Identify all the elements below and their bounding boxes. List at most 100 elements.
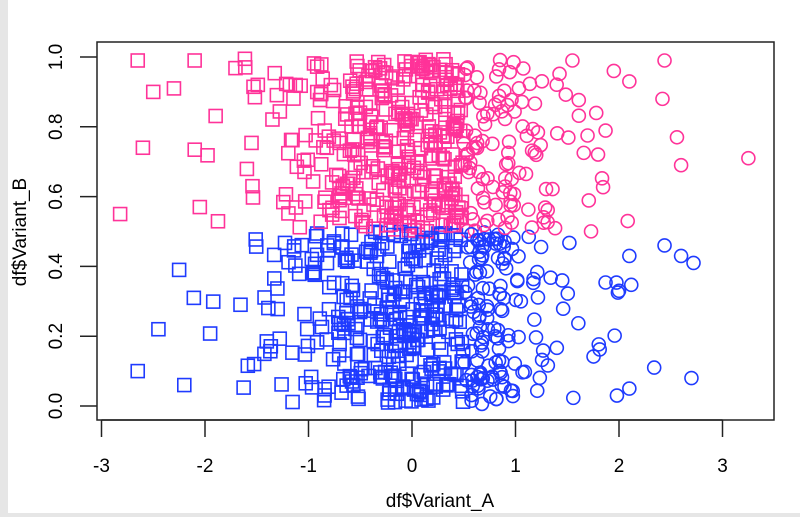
circle-marker (528, 330, 544, 345)
y-tick-label: 0.2 (46, 323, 67, 349)
square-marker (200, 148, 215, 163)
circle-marker (474, 248, 490, 263)
square-marker (187, 142, 203, 157)
circle-marker (522, 76, 538, 92)
square-marker (208, 108, 223, 124)
circle-marker (493, 278, 508, 294)
square-marker (373, 78, 389, 93)
square-marker (246, 79, 261, 95)
square-marker (233, 297, 248, 313)
circle-marker (521, 202, 536, 217)
square-marker (307, 256, 323, 272)
square-marker (239, 161, 255, 177)
circle-marker (576, 145, 592, 161)
square-marker (444, 264, 459, 279)
square-marker (381, 349, 397, 365)
square-marker (331, 347, 347, 363)
square-marker (370, 161, 386, 176)
circle-marker (741, 150, 756, 166)
circle-marker (473, 85, 488, 101)
square-marker (339, 292, 355, 308)
square-marker (419, 207, 435, 223)
square-marker (291, 266, 307, 282)
circle-marker (475, 133, 490, 149)
circle-marker (669, 129, 685, 145)
square-marker (395, 294, 411, 309)
circle-marker (462, 160, 478, 176)
square-marker (347, 160, 363, 176)
x-tick-label: 3 (717, 456, 728, 477)
circle-marker (590, 147, 606, 162)
square-marker (166, 81, 182, 96)
square-marker (205, 294, 221, 309)
square-marker (440, 129, 455, 145)
circle-marker (622, 248, 637, 264)
square-marker (330, 309, 346, 325)
square-marker (228, 60, 243, 76)
circle-marker (470, 290, 486, 306)
circle-marker (532, 370, 548, 386)
square-marker (449, 285, 464, 301)
square-marker (398, 393, 413, 408)
square-marker (445, 147, 460, 162)
circle-marker (466, 304, 481, 320)
square-marker (359, 82, 374, 97)
square-marker (358, 244, 374, 259)
circle-marker (485, 136, 500, 152)
square-marker (434, 266, 449, 282)
square-marker (366, 261, 382, 277)
circle-marker (560, 286, 576, 301)
square-marker (399, 142, 415, 158)
square-marker (444, 313, 460, 329)
circle-marker (464, 227, 479, 242)
square-marker (411, 383, 427, 399)
square-marker (299, 321, 315, 337)
square-marker (410, 55, 425, 71)
circle-marker (515, 365, 530, 380)
square-marker (436, 271, 452, 286)
square-marker (447, 77, 463, 93)
square-marker (337, 252, 353, 268)
circle-marker (501, 134, 517, 150)
square-marker (355, 214, 371, 230)
circle-marker (459, 61, 474, 77)
square-marker (326, 275, 342, 291)
square-marker (380, 239, 395, 254)
circle-marker (488, 69, 504, 84)
square-marker (278, 187, 294, 202)
circle-marker (525, 121, 541, 137)
circle-marker (467, 83, 482, 98)
square-marker (445, 186, 461, 201)
square-marker (397, 68, 413, 84)
circle-marker (494, 369, 510, 385)
circle-marker (595, 179, 611, 195)
square-marker (331, 168, 347, 184)
circle-marker (474, 344, 490, 359)
square-marker (312, 311, 328, 326)
window-bottom-edge (0, 513, 800, 517)
circle-marker (530, 290, 546, 305)
square-marker (431, 364, 447, 379)
square-marker (151, 321, 166, 337)
circle-marker (504, 241, 520, 257)
x-tick-label: 0 (407, 456, 418, 477)
square-marker (281, 145, 296, 161)
circle-marker (623, 277, 639, 293)
circle-marker (562, 235, 577, 251)
circle-marker (583, 224, 599, 239)
x-axis-title: df$Variant_A (386, 491, 495, 512)
square-marker (265, 112, 280, 127)
square-marker (378, 133, 394, 149)
square-marker (399, 366, 415, 382)
circle-marker (475, 171, 491, 187)
square-marker (401, 205, 417, 221)
square-marker (186, 290, 202, 306)
circle-marker (565, 53, 580, 68)
square-marker (313, 214, 328, 230)
square-marker (385, 163, 400, 179)
square-marker (387, 200, 403, 215)
square-marker (274, 377, 289, 392)
circle-marker (498, 261, 514, 276)
square-marker (342, 73, 358, 89)
square-marker (334, 226, 350, 241)
